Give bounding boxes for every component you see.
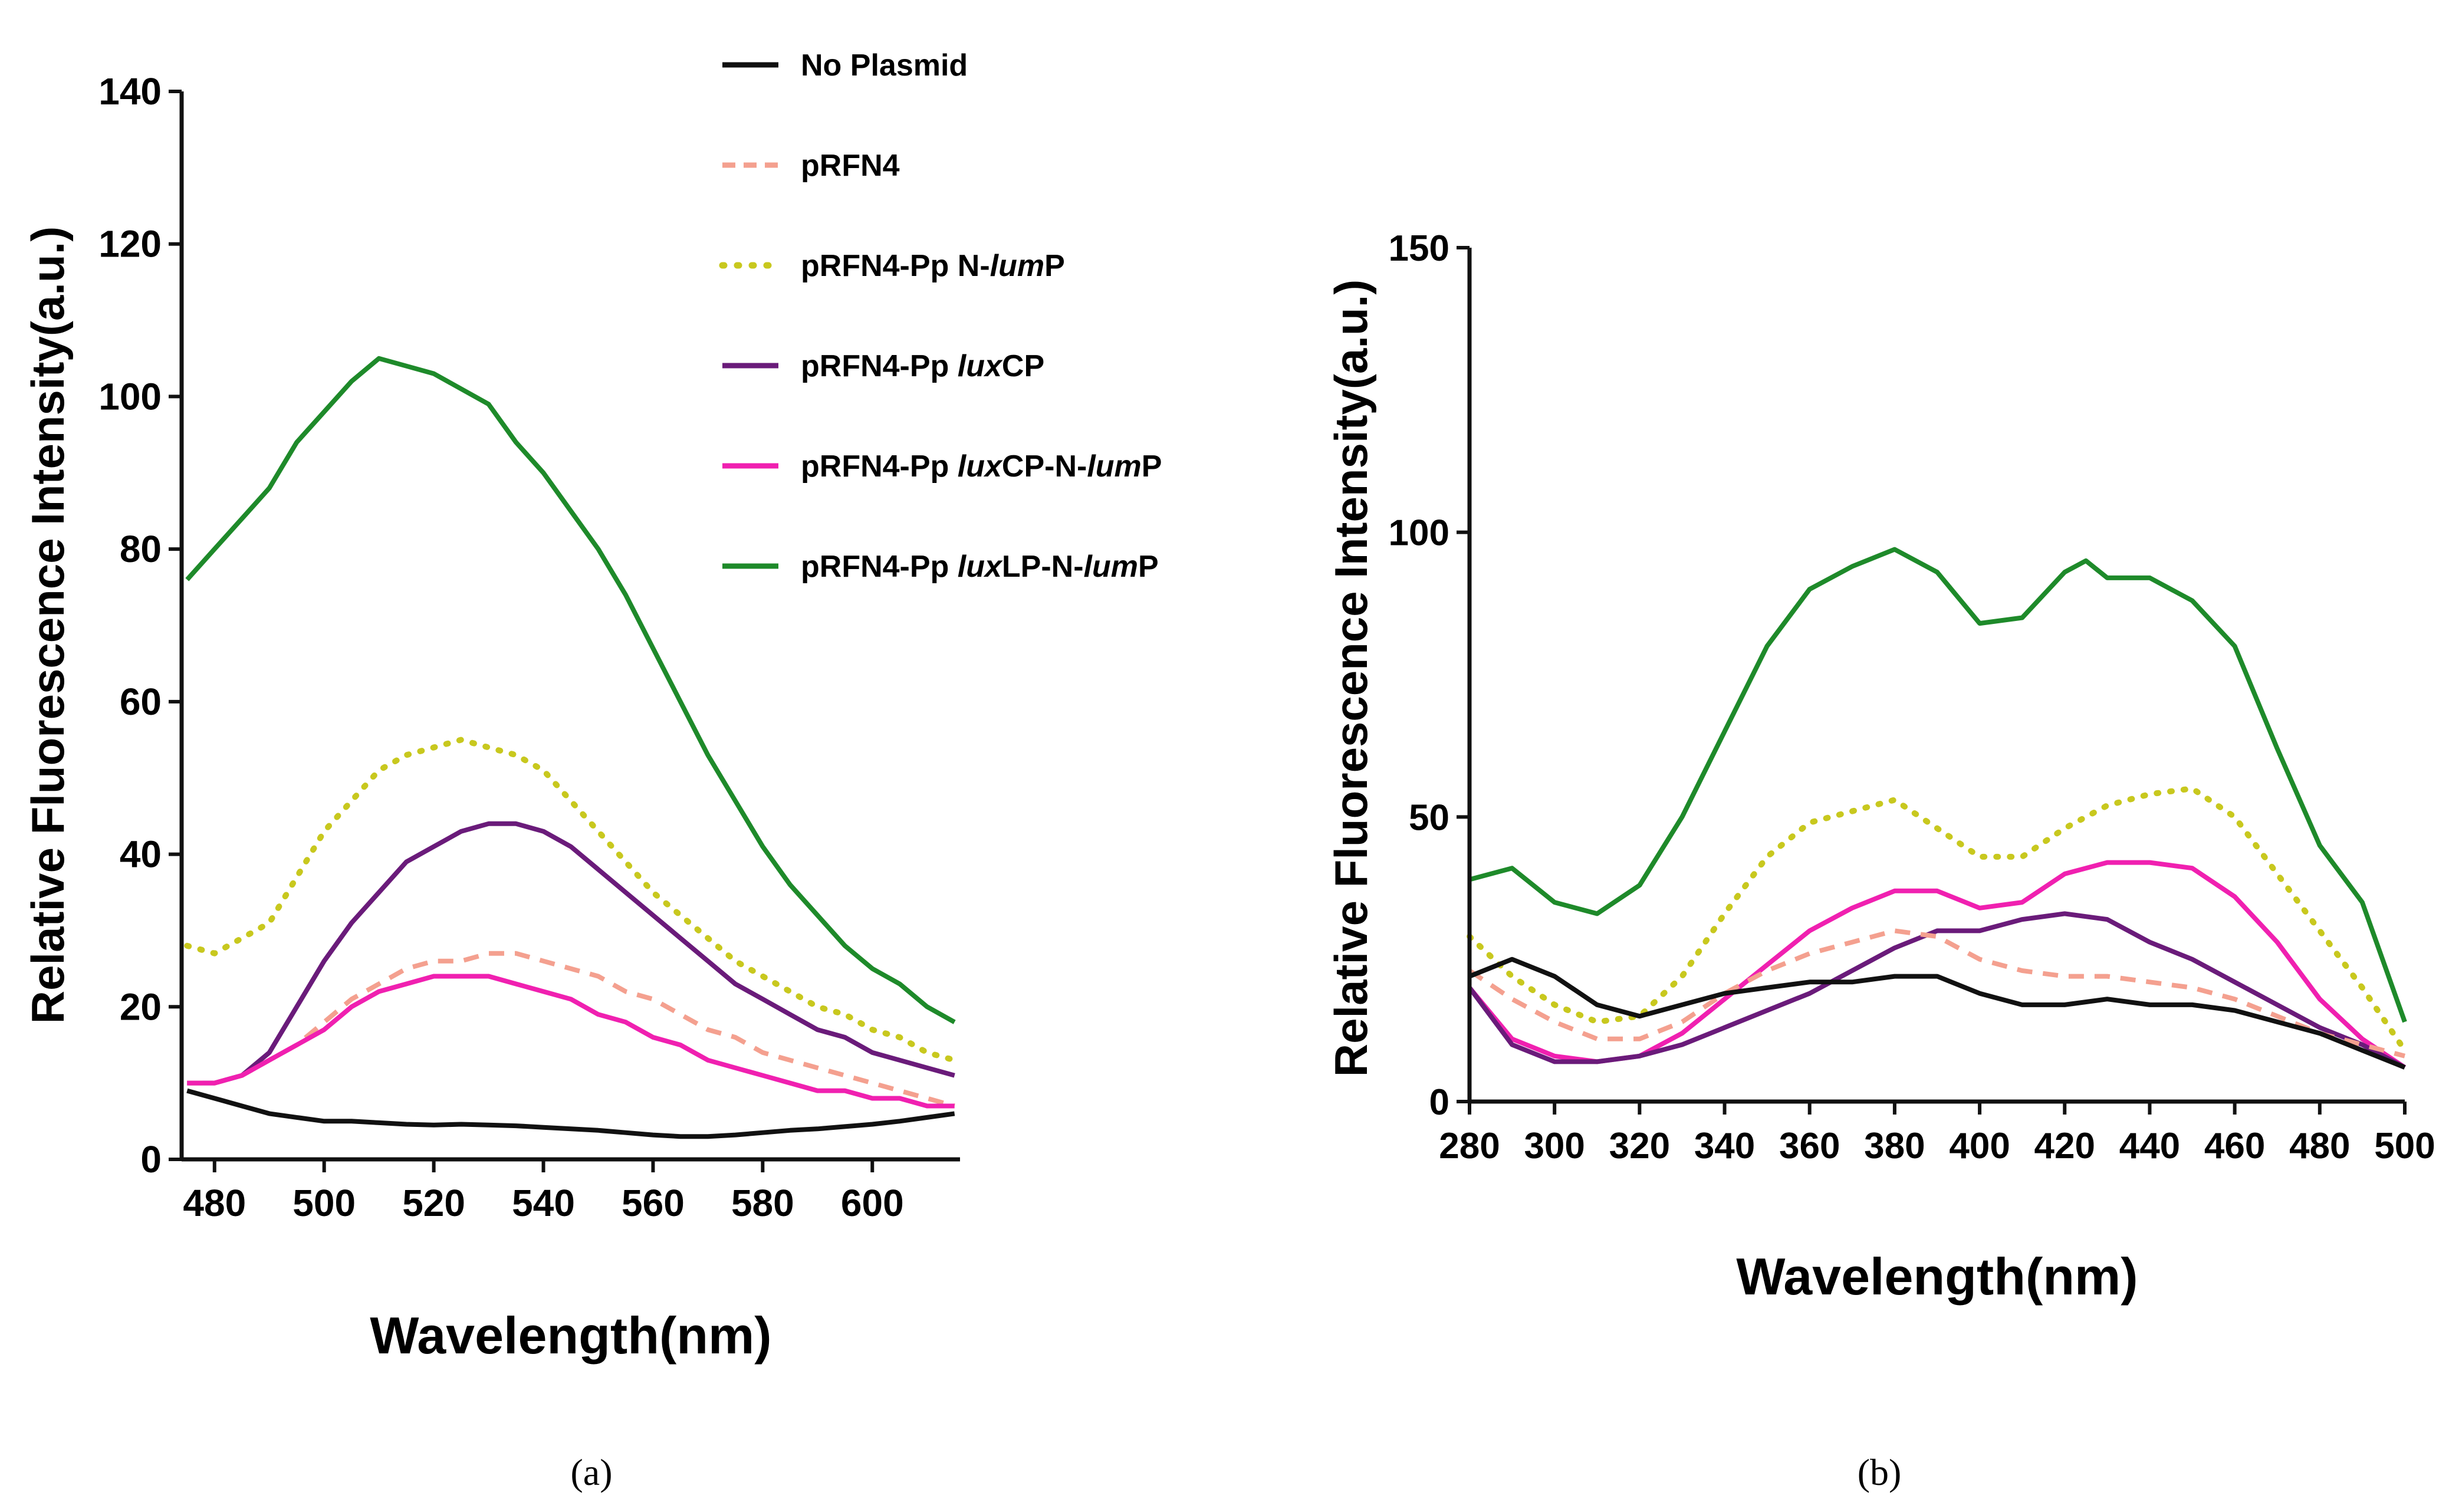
panel-b-y-tick-label: 0 <box>1429 1082 1449 1123</box>
legend-label-prfn4-pp-luxcp-n-lump: pRFN4-Pp luxCP-N-lumP <box>801 449 1162 484</box>
panel-a-series-prfn4-pp-luxcp <box>187 821 955 1086</box>
panel-a-x-tick-label: 520 <box>402 1182 465 1224</box>
panel-b-x-axis-label: Wavelength(nm) <box>1736 1247 2138 1306</box>
panel-b-x-tick-label: 300 <box>1524 1126 1585 1166</box>
panel-a-x-tick-label: 560 <box>622 1182 685 1224</box>
panel-b-label: (b) <box>1858 1451 1902 1493</box>
panel-b-series-prfn4 <box>1468 928 2406 1059</box>
panel-b-x-tick-label: 340 <box>1694 1126 1755 1166</box>
panel-b-y-tick-label: 50 <box>1409 797 1449 838</box>
panel-b-y-tick-label: 150 <box>1389 228 1449 269</box>
panel-b-series-lines <box>1467 547 2408 1070</box>
panel-a-chart: 0 20 40 60 80 100 120 140 480 500 520 540 560 580 600… <box>22 48 1162 1493</box>
panel-b-x-tick-label: 480 <box>2289 1126 2350 1166</box>
panel-a-x-tick-label: 580 <box>731 1182 794 1224</box>
panel-b-x-tick-label: 400 <box>1949 1126 2010 1166</box>
panel-b-series-prfn4-pp-luxlp-n-lump <box>1468 547 2407 1023</box>
panel-b-x-tick-label: 500 <box>2374 1126 2435 1166</box>
panel-a-series-prfn4 <box>187 951 955 1109</box>
panel-a-x-tick-label: 540 <box>512 1182 575 1224</box>
panel-a-y-tick-label: 80 <box>120 528 162 570</box>
panel-b-y-axis-label: Relative Fluorescence Intensity(a.u.) <box>1325 280 1377 1077</box>
panel-a-y-tick-label: 40 <box>120 833 162 876</box>
panel-a-x-axis-label: Wavelength(nm) <box>370 1306 771 1365</box>
legend-label-prfn4-pp-luxlp-n-lump: pRFN4-Pp luxLP-N-lumP <box>801 550 1159 584</box>
legend-label-prfn4-pp-luxcp: pRFN4-Pp luxCP <box>801 349 1044 383</box>
panel-a-series-prfn4-pp-n-lump <box>184 737 958 1063</box>
panel-a-x-ticks: 480 500 520 540 560 580 600 <box>183 1159 904 1224</box>
panel-b-series-no-plasmid <box>1468 956 2406 1070</box>
panel-b-x-tick-label: 280 <box>1439 1126 1500 1166</box>
panel-b-series-prfn4-pp-n-lump <box>1467 785 2408 1054</box>
panel-a-y-axis-label: Relative Fluorescence Intensity(a.u.) <box>22 226 74 1024</box>
panel-a-x-tick-label: 600 <box>841 1182 904 1224</box>
legend-label-prfn4: pRFN4 <box>801 149 900 183</box>
panel-a-y-tick-label: 140 <box>98 70 162 113</box>
legend-label-no-plasmid: No Plasmid <box>801 48 968 83</box>
panel-a-series-prfn4-pp-luxcp-n-lump <box>187 974 955 1109</box>
panel-a-label: (a) <box>570 1451 612 1493</box>
panel-a-y-tick-label: 100 <box>98 375 162 418</box>
panel-b-x-tick-label: 320 <box>1609 1126 1670 1166</box>
panel-b-x-tick-label: 460 <box>2204 1126 2265 1166</box>
panel-b-x-tick-label: 360 <box>1779 1126 1840 1166</box>
panel-a-series-lines <box>184 356 958 1139</box>
panel-b-chart: 0 50 100 150 280 300 320 340 360 380 400 420 440 460… <box>1325 228 2435 1493</box>
panel-a-legend: No Plasmid pRFN4 pRFN4-Pp N-lumP pRFN4-Pp l… <box>719 48 1162 584</box>
panel-b-x-tick-label: 440 <box>2119 1126 2180 1166</box>
panel-a-series-prfn4-pp-luxlp-n-lump <box>185 356 956 1024</box>
panel-a-y-tick-label: 0 <box>140 1138 162 1181</box>
panel-b-series-prfn4-pp-luxcp <box>1467 911 2406 1070</box>
panel-a-y-ticks: 0 20 40 60 80 100 120 140 <box>98 70 182 1181</box>
panel-a-x-tick-label: 480 <box>183 1182 246 1224</box>
panel-b-x-tick-label: 420 <box>2034 1126 2095 1166</box>
panel-b-y-ticks: 0 50 100 150 <box>1389 228 1470 1123</box>
legend-label-prfn4-pp-n-lump: pRFN4-Pp N-lumP <box>801 249 1065 283</box>
panel-a-y-tick-label: 20 <box>120 985 162 1028</box>
panel-a-series-no-plasmid <box>186 1088 955 1139</box>
panel-b-y-tick-label: 100 <box>1389 513 1449 554</box>
panel-a-y-tick-label: 120 <box>98 223 162 265</box>
panel-b-x-tick-label: 380 <box>1864 1126 1925 1166</box>
panel-a-x-tick-label: 500 <box>292 1182 356 1224</box>
panel-b-x-ticks: 280 300 320 340 360 380 400 420 440 460 480 500 <box>1439 1102 2435 1166</box>
panel-a-y-tick-label: 60 <box>120 681 162 723</box>
